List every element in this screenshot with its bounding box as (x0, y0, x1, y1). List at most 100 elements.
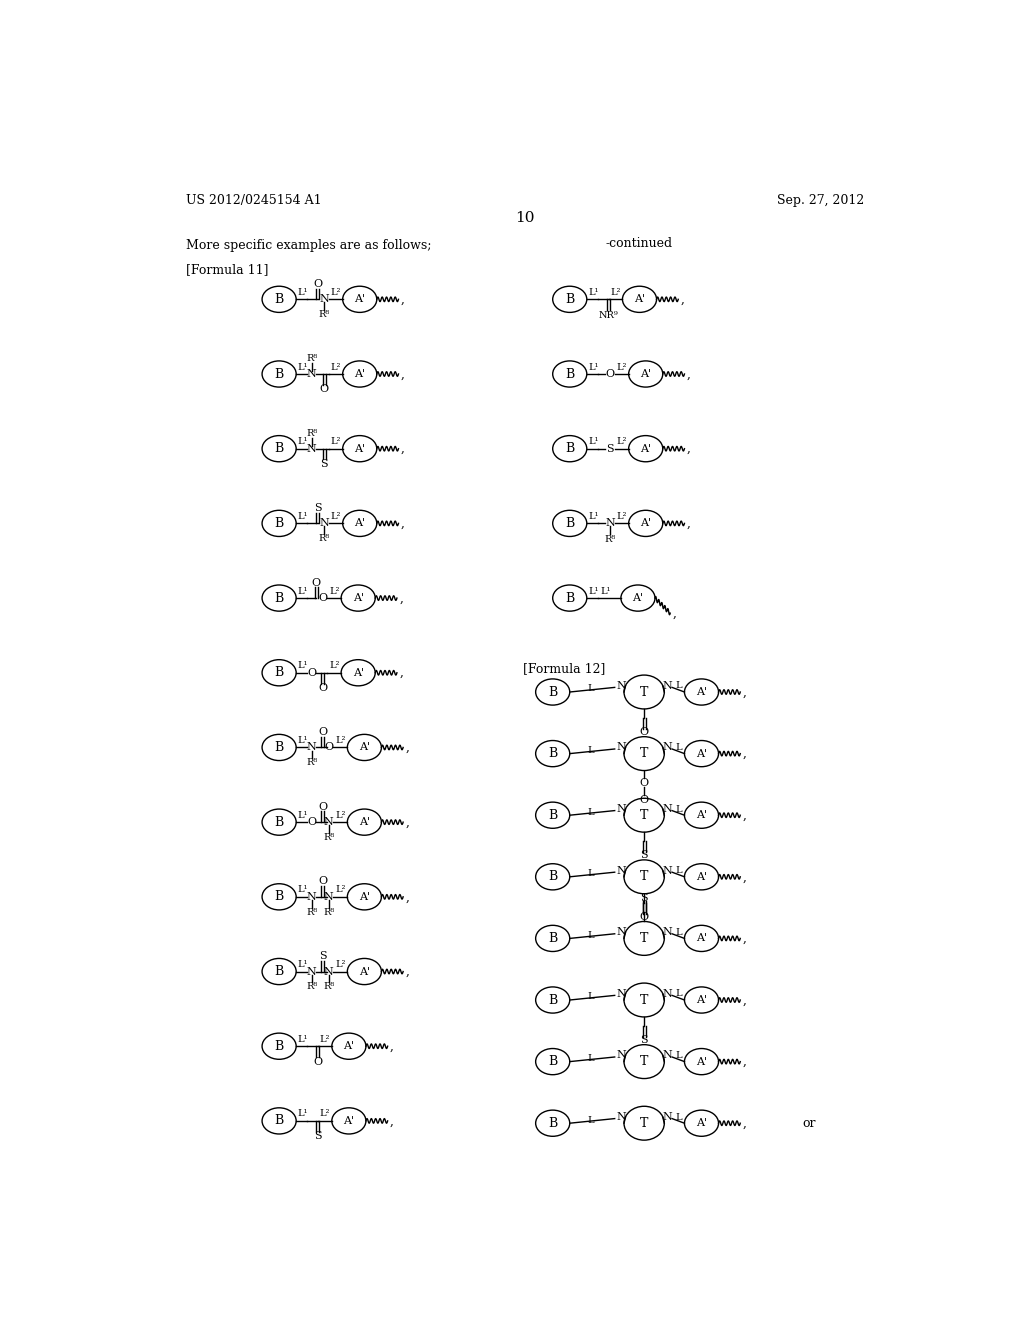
Text: ,: , (406, 890, 410, 903)
Text: ,: , (742, 932, 746, 945)
Text: ,: , (742, 747, 746, 760)
Text: L: L (675, 743, 682, 752)
Text: ,: , (406, 816, 410, 829)
Text: N: N (663, 989, 673, 999)
Text: N: N (616, 989, 626, 999)
Text: L¹: L¹ (298, 437, 308, 446)
Text: N: N (324, 817, 334, 828)
Text: L¹: L¹ (298, 1110, 308, 1118)
Text: L²: L² (329, 661, 339, 671)
Text: B: B (565, 517, 574, 529)
Text: ,: , (406, 741, 410, 754)
Text: R⁸: R⁸ (306, 908, 317, 916)
Text: B: B (274, 517, 284, 529)
Text: or: or (802, 1117, 816, 1130)
Text: B: B (274, 965, 284, 978)
Text: S: S (640, 1035, 648, 1045)
Text: L¹: L¹ (600, 586, 610, 595)
Text: A': A' (696, 748, 707, 759)
Text: L²: L² (335, 886, 345, 895)
Text: R⁸: R⁸ (324, 833, 335, 842)
Text: A': A' (696, 995, 707, 1005)
Text: T: T (640, 747, 648, 760)
Text: L: L (675, 928, 682, 937)
Text: B: B (548, 809, 557, 822)
Text: B: B (274, 442, 284, 455)
Text: A': A' (640, 370, 651, 379)
Text: O: O (640, 795, 649, 805)
Text: A': A' (343, 1041, 354, 1051)
Text: L¹: L¹ (298, 586, 308, 595)
Text: B: B (274, 890, 284, 903)
Text: N: N (616, 681, 626, 690)
Text: L¹: L¹ (298, 960, 308, 969)
Text: N: N (663, 681, 673, 690)
Text: N: N (663, 866, 673, 875)
Text: L: L (588, 1055, 594, 1063)
Text: A': A' (640, 444, 651, 454)
Text: L²: L² (331, 437, 341, 446)
Text: R⁸: R⁸ (604, 535, 615, 544)
Text: L²: L² (331, 363, 341, 371)
Text: B: B (274, 367, 284, 380)
Text: B: B (274, 1114, 284, 1127)
Text: Sep. 27, 2012: Sep. 27, 2012 (777, 194, 864, 207)
Text: ,: , (399, 591, 403, 605)
Text: ,: , (400, 293, 404, 306)
Text: N: N (307, 444, 316, 454)
Text: L²: L² (335, 737, 345, 744)
Text: A': A' (640, 519, 651, 528)
Text: A': A' (354, 519, 366, 528)
Text: O: O (313, 1056, 323, 1067)
Text: B: B (548, 870, 557, 883)
Text: L²: L² (329, 586, 339, 595)
Text: N: N (663, 804, 673, 814)
Text: R⁸: R⁸ (306, 982, 317, 991)
Text: A': A' (358, 892, 370, 902)
Text: B: B (565, 591, 574, 605)
Text: A': A' (358, 966, 370, 977)
Text: B: B (274, 667, 284, 680)
Text: N: N (307, 370, 316, 379)
Text: L¹: L¹ (589, 288, 599, 297)
Text: O: O (318, 593, 327, 603)
Text: ,: , (742, 685, 746, 698)
Text: B: B (274, 1040, 284, 1053)
Text: L¹: L¹ (589, 437, 599, 446)
Text: ,: , (400, 517, 404, 529)
Text: NR⁹: NR⁹ (599, 312, 618, 319)
Text: O: O (640, 912, 649, 921)
Text: L¹: L¹ (589, 363, 599, 371)
Text: L²: L² (616, 512, 627, 521)
Text: N: N (616, 742, 626, 752)
Text: N: N (663, 1051, 673, 1060)
Text: B: B (274, 741, 284, 754)
Text: L¹: L¹ (298, 886, 308, 895)
Text: O: O (311, 578, 321, 587)
Text: -continued: -continued (606, 236, 673, 249)
Text: ,: , (406, 965, 410, 978)
Text: L²: L² (616, 363, 627, 371)
Text: L¹: L¹ (298, 512, 308, 521)
Text: A': A' (696, 810, 707, 820)
Text: N: N (307, 966, 316, 977)
Text: A': A' (634, 294, 645, 305)
Text: L¹: L¹ (589, 586, 599, 595)
Text: O: O (307, 817, 316, 828)
Text: B: B (548, 1055, 557, 1068)
Text: B: B (274, 816, 284, 829)
Text: N: N (307, 892, 316, 902)
Text: L²: L² (610, 288, 621, 297)
Text: B: B (274, 293, 284, 306)
Text: L: L (588, 870, 594, 878)
Text: O: O (318, 801, 327, 812)
Text: ,: , (400, 442, 404, 455)
Text: N: N (663, 927, 673, 937)
Text: S: S (318, 952, 327, 961)
Text: ,: , (399, 667, 403, 680)
Text: N: N (663, 1111, 673, 1122)
Text: L: L (675, 990, 682, 998)
Text: ,: , (742, 1055, 746, 1068)
Text: T: T (640, 870, 648, 883)
Text: A': A' (696, 1118, 707, 1129)
